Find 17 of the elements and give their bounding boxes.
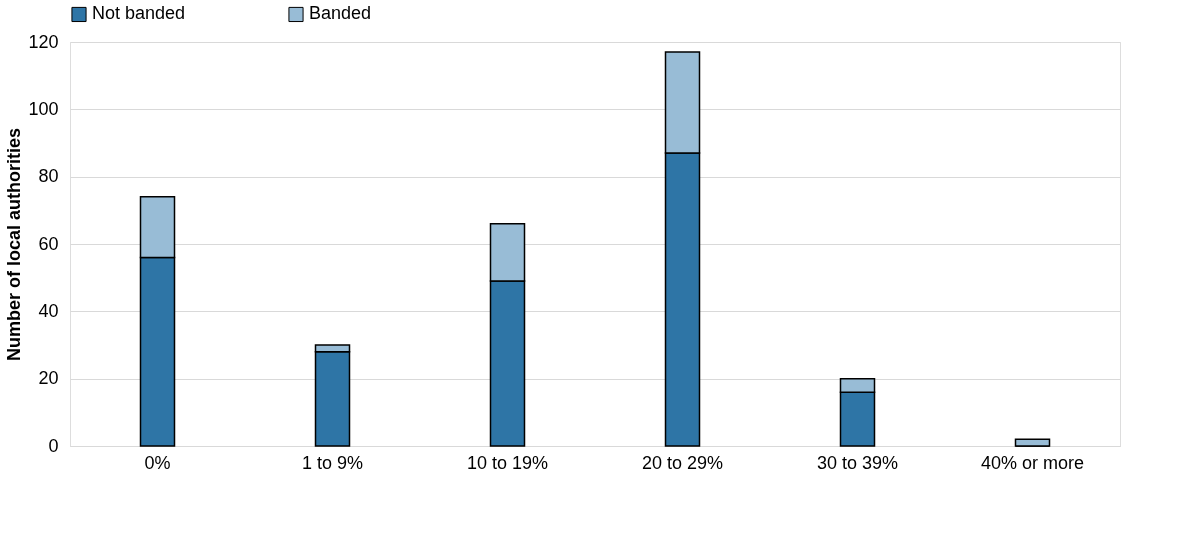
x-tick-label: 20 to 29% — [641, 452, 724, 473]
y-tick-label: 20 — [38, 368, 59, 389]
legend-label: Not banded — [92, 3, 186, 24]
y-axis-title: Number of local authorities — [4, 127, 25, 362]
y-tick-label: 120 — [28, 31, 59, 52]
y-tick-label: 100 — [28, 98, 59, 119]
legend-label: Banded — [309, 3, 372, 24]
y-tick-label: 80 — [38, 166, 59, 187]
x-tick-label: 10 to 19% — [466, 452, 549, 473]
bar — [1014, 438, 1051, 447]
x-tick-label: 40% or more — [980, 452, 1085, 473]
x-tick-label: 1 to 9% — [301, 452, 364, 473]
y-tick-label: 0 — [48, 435, 59, 456]
y-tick-label: 40 — [38, 300, 59, 321]
x-tick-label: 30 to 39% — [816, 452, 899, 473]
x-tick-label: 0% — [144, 452, 171, 473]
y-tick-label: 60 — [38, 233, 59, 254]
